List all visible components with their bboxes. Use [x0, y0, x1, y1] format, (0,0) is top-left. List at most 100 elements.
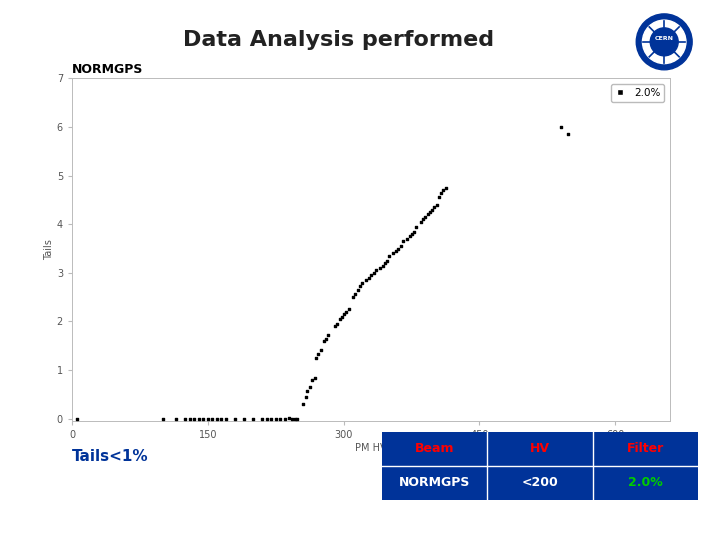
Point — [306, 375, 318, 384]
Text: Beam: Beam — [415, 442, 454, 455]
Text: Filter: Filter — [627, 442, 665, 455]
Point — [238, 414, 250, 423]
Point — [71, 414, 82, 423]
Point — [436, 188, 447, 197]
Point — [289, 414, 300, 423]
Point — [408, 227, 420, 236]
Point — [329, 322, 341, 330]
Point — [279, 414, 291, 423]
Text: Tails<1%: Tails<1% — [72, 449, 148, 464]
Point — [392, 244, 404, 253]
Point — [562, 130, 574, 139]
Text: 28/11/2017: 28/11/2017 — [14, 517, 78, 528]
Point — [305, 383, 316, 391]
Text: NORMGPS: NORMGPS — [399, 476, 470, 489]
Point — [390, 247, 402, 255]
Point — [422, 210, 433, 219]
Point — [302, 387, 313, 395]
Point — [438, 186, 449, 194]
Point — [331, 320, 343, 328]
Point — [368, 268, 379, 277]
Point — [555, 123, 567, 131]
Point — [352, 286, 364, 294]
Point — [419, 213, 431, 221]
Text: 2.0%: 2.0% — [629, 476, 663, 489]
Point — [350, 290, 361, 299]
Circle shape — [642, 20, 686, 64]
Point — [211, 414, 222, 423]
Point — [220, 414, 232, 423]
Text: NORMGPS: NORMGPS — [72, 63, 143, 76]
Point — [336, 312, 348, 321]
Circle shape — [636, 14, 692, 70]
Point — [171, 414, 182, 423]
Point — [309, 374, 320, 382]
Point — [318, 336, 330, 345]
Point — [424, 208, 436, 217]
Point — [407, 230, 418, 238]
Point — [207, 414, 218, 423]
Point — [157, 414, 168, 423]
Text: CERN: CERN — [654, 36, 674, 41]
Point — [284, 414, 295, 422]
Point — [193, 414, 204, 423]
Point — [270, 414, 282, 423]
Point — [347, 293, 359, 301]
Point — [261, 414, 272, 423]
Point — [371, 266, 382, 275]
Point — [433, 193, 444, 202]
Point — [297, 400, 309, 408]
Point — [287, 414, 298, 423]
Point — [334, 315, 346, 323]
Point — [354, 282, 366, 291]
Point — [383, 252, 395, 260]
Y-axis label: Tails: Tails — [44, 239, 54, 260]
Point — [343, 305, 355, 314]
Point — [404, 232, 415, 241]
Point — [361, 276, 372, 285]
Point — [256, 414, 268, 423]
Point — [363, 273, 374, 282]
Point — [274, 414, 286, 423]
Point — [387, 249, 399, 258]
X-axis label: PM HV: PM HV — [355, 443, 387, 453]
Point — [216, 414, 228, 423]
Point — [427, 205, 438, 214]
Legend: 2.0%: 2.0% — [611, 84, 665, 102]
Point — [397, 237, 409, 246]
Text: <200: <200 — [521, 476, 559, 489]
Point — [374, 264, 386, 272]
Point — [356, 278, 367, 287]
Point — [229, 414, 240, 423]
Point — [415, 218, 426, 226]
Point — [300, 393, 311, 401]
Point — [431, 200, 443, 209]
Point — [365, 271, 377, 280]
Point — [377, 261, 388, 270]
Point — [382, 256, 393, 265]
Point — [320, 334, 331, 343]
Point — [266, 414, 277, 423]
Text: Data Analysis performed: Data Analysis performed — [183, 30, 494, 50]
Circle shape — [650, 28, 678, 56]
Point — [184, 414, 195, 423]
Point — [410, 222, 422, 231]
Point — [338, 310, 349, 319]
Point — [189, 414, 200, 423]
Point — [395, 242, 406, 251]
Point — [401, 234, 413, 243]
Point — [418, 215, 429, 224]
Text: E. Piselli: E. Piselli — [324, 517, 370, 528]
Point — [202, 414, 214, 423]
Point — [197, 414, 209, 423]
Point — [379, 259, 391, 267]
Point — [311, 354, 323, 362]
Point — [291, 414, 302, 423]
Point — [312, 350, 324, 359]
Point — [341, 307, 352, 316]
Point — [428, 203, 440, 212]
Point — [323, 331, 334, 340]
Point — [248, 414, 259, 423]
Text: HV: HV — [530, 442, 550, 455]
Point — [440, 184, 451, 192]
